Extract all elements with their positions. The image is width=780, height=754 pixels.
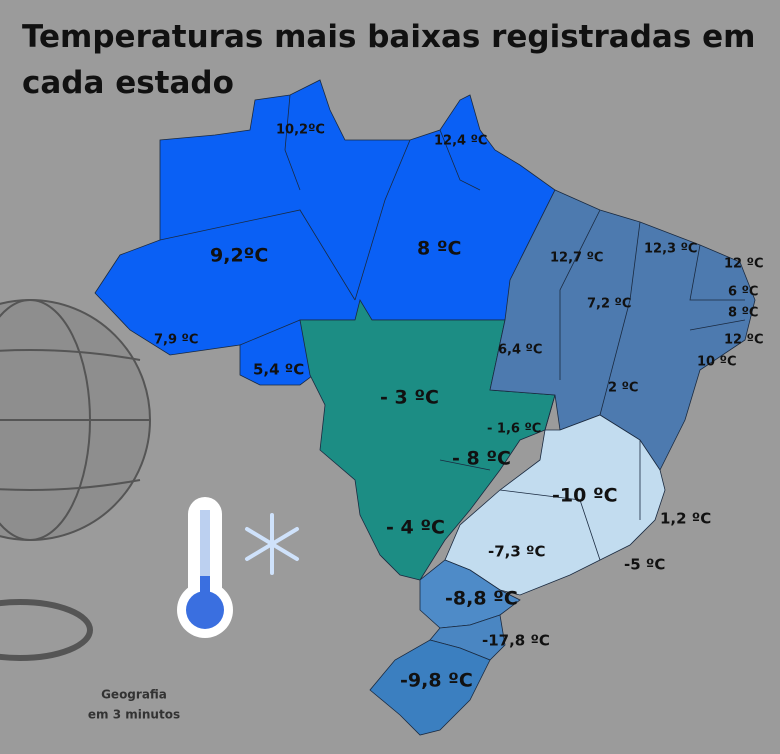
state-label: 12,3 ºC <box>644 242 697 257</box>
state-label: 12 ºC <box>724 333 764 348</box>
state-label: 2 ºC <box>608 381 638 396</box>
center-west-region <box>299 298 556 581</box>
state-label: - 4 ºC <box>386 517 445 539</box>
state-label: 6,4 ºC <box>498 343 542 358</box>
state-label: 7,9 ºC <box>154 333 198 348</box>
state-label: 10,2ºC <box>276 123 325 138</box>
state-label: 7,2 ºC <box>587 297 631 312</box>
state-label: - 3 ºC <box>380 387 439 409</box>
states <box>94 79 756 736</box>
state-label: 1,2 ºC <box>660 510 711 528</box>
state-label: 8 ºC <box>728 306 758 321</box>
state-label: 8 ºC <box>417 238 462 260</box>
state-label: - 1,6 ºC <box>487 422 541 437</box>
rio-grande-do-sul <box>369 639 491 736</box>
state-label: -5 ºC <box>624 556 665 574</box>
state-label: -10 ºC <box>552 485 618 507</box>
north-region <box>94 79 556 386</box>
thermometer <box>177 497 233 638</box>
state-label: 6 ºC <box>728 285 758 300</box>
state-label: 5,4 ºC <box>253 361 304 379</box>
state-label: -9,8 ºC <box>400 670 473 692</box>
state-label: 12,7 ºC <box>550 251 603 266</box>
state-label: 9,2ºC <box>210 245 268 267</box>
globe <box>0 299 151 661</box>
state-borders <box>159 94 746 561</box>
state-label: 12 ºC <box>724 257 764 272</box>
state-label: - 8 ºC <box>452 448 511 470</box>
footer-text: em 3 minutos <box>88 708 180 722</box>
title: Temperaturas mais baixas registradas em … <box>22 19 756 101</box>
state-label: -17,8 ºC <box>482 632 550 650</box>
state-label: 12,4 ºC <box>434 134 487 149</box>
footer-text: Geografia <box>101 688 167 702</box>
snowflake <box>245 513 299 575</box>
state-label: -8,8 ºC <box>445 588 518 610</box>
state-label: -7,3 ºC <box>488 543 546 561</box>
state-label: 10 ºC <box>697 355 737 370</box>
